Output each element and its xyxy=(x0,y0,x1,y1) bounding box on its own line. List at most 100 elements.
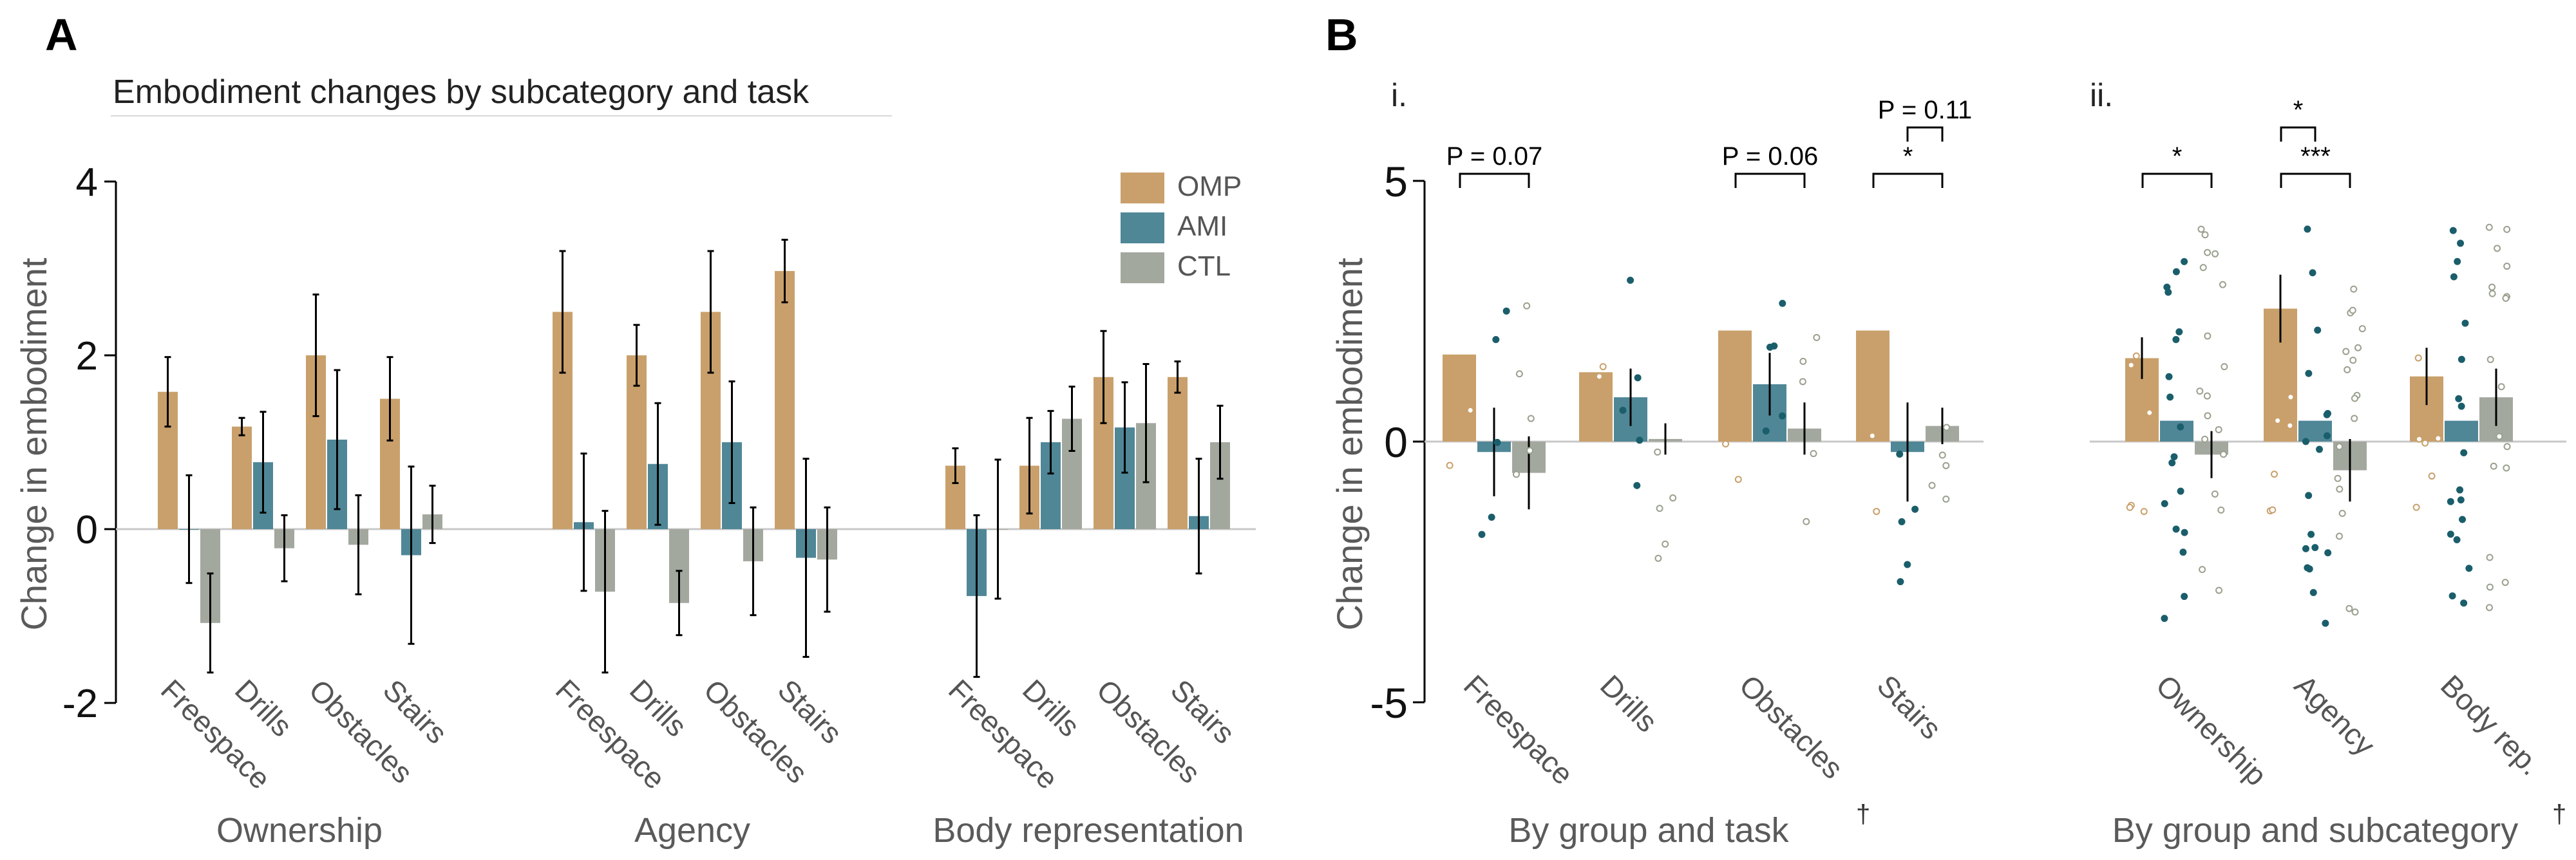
data-point xyxy=(1656,505,1663,512)
data-point xyxy=(1636,436,1643,444)
panel-b-ii-label: ii. xyxy=(2090,77,2113,113)
data-point xyxy=(2175,328,2183,336)
panel-a-title: Embodiment changes by subcategory and ta… xyxy=(113,73,810,111)
data-point xyxy=(2302,438,2309,445)
data-point xyxy=(2460,449,2468,456)
data-point xyxy=(2163,283,2171,291)
data-point xyxy=(2302,545,2309,552)
panel-b-ii-xlabel: By group and subcategory xyxy=(2112,811,2518,850)
x-tick-label: Freespace xyxy=(1457,668,1580,790)
data-point xyxy=(2146,409,2154,416)
data-point xyxy=(1478,530,1486,538)
data-point xyxy=(2204,248,2211,256)
data-point xyxy=(1722,440,1730,448)
data-point xyxy=(2457,239,2465,247)
data-point xyxy=(2485,223,2493,231)
data-point xyxy=(1803,518,1810,525)
significance-bracket xyxy=(1459,173,1530,188)
data-point xyxy=(1898,518,1906,525)
data-point xyxy=(1515,370,1523,378)
data-point xyxy=(1488,514,1495,521)
y-tick-label: 5 xyxy=(1384,158,1408,205)
data-point xyxy=(2271,471,2278,478)
significance-label: * xyxy=(2293,96,2304,124)
data-point xyxy=(2309,269,2316,277)
data-point xyxy=(2177,423,2184,431)
significance-label: P = 0.07 xyxy=(1446,142,1542,171)
data-point xyxy=(2140,508,2148,516)
data-point xyxy=(1595,373,1603,380)
y-tick-label: -5 xyxy=(1370,679,1408,727)
data-point xyxy=(2494,245,2501,252)
bar-omp xyxy=(1718,330,1752,442)
data-point xyxy=(2204,332,2211,340)
data-point xyxy=(1669,494,1677,502)
data-point xyxy=(2336,532,2344,540)
y-tick-label: 4 xyxy=(76,160,98,205)
data-point xyxy=(2170,453,2178,461)
data-point xyxy=(1911,505,1919,513)
data-point xyxy=(1493,438,1501,446)
data-point xyxy=(1599,363,1607,371)
x-tick-label: Agency xyxy=(2288,668,2382,762)
data-point xyxy=(2314,326,2322,334)
data-point xyxy=(2168,459,2176,467)
data-point xyxy=(2503,225,2511,233)
data-point xyxy=(2211,491,2219,498)
data-point xyxy=(2217,506,2225,514)
data-point xyxy=(2465,565,2473,572)
data-point xyxy=(2447,530,2454,538)
data-point xyxy=(2503,263,2511,270)
data-point xyxy=(1762,427,1770,435)
data-point xyxy=(2351,415,2358,422)
data-point xyxy=(2334,474,2342,482)
data-point xyxy=(2414,354,2422,362)
data-point xyxy=(1446,462,1454,469)
x-tick-label: Drills xyxy=(1594,668,1664,738)
x-tick-label: Obstacles xyxy=(1733,668,1850,785)
legend-label-ami: AMI xyxy=(1177,210,1227,242)
data-point xyxy=(1654,448,1662,456)
data-point xyxy=(2455,395,2463,402)
data-point xyxy=(2204,412,2211,420)
data-point xyxy=(1766,343,1774,351)
significance-bracket xyxy=(1872,173,1944,188)
x-tick-label: Stairs xyxy=(1871,668,1948,745)
significance-label: * xyxy=(1903,142,1913,171)
bar-omp xyxy=(1443,354,1476,442)
x-tick-label: Body rep. xyxy=(2434,668,2548,781)
data-point xyxy=(2172,268,2180,276)
panel-b-i-label: i. xyxy=(1391,77,1407,113)
data-point xyxy=(2311,544,2319,552)
data-point xyxy=(1466,406,1474,414)
legend: OMP AMI CTL xyxy=(1121,171,1242,283)
data-point xyxy=(1799,357,1807,365)
data-point xyxy=(1942,462,1950,469)
data-point xyxy=(1778,412,1786,420)
data-point xyxy=(1897,578,1904,586)
data-point xyxy=(1527,415,1535,422)
x-tick-label: Drills xyxy=(623,673,694,743)
data-point xyxy=(2336,485,2344,493)
data-point xyxy=(2501,579,2509,586)
data-point xyxy=(2345,604,2353,612)
significance-bracket xyxy=(2141,173,2213,188)
data-point xyxy=(2304,225,2311,233)
data-point xyxy=(2488,283,2496,291)
data-point xyxy=(2458,402,2465,410)
data-point xyxy=(2309,589,2317,597)
data-point xyxy=(2269,506,2277,514)
data-point xyxy=(2456,486,2464,494)
data-point xyxy=(2497,383,2505,391)
panel-label-b: B xyxy=(1325,10,1358,60)
data-point xyxy=(2350,285,2358,293)
significance-bracket xyxy=(1734,173,1806,188)
data-point xyxy=(2274,416,2282,424)
bar-omp xyxy=(1579,372,1613,442)
significance-bracket xyxy=(1906,126,1944,142)
data-point xyxy=(2503,443,2511,451)
data-point xyxy=(1943,424,1951,431)
data-point xyxy=(2490,462,2497,470)
data-point xyxy=(2165,373,2173,380)
